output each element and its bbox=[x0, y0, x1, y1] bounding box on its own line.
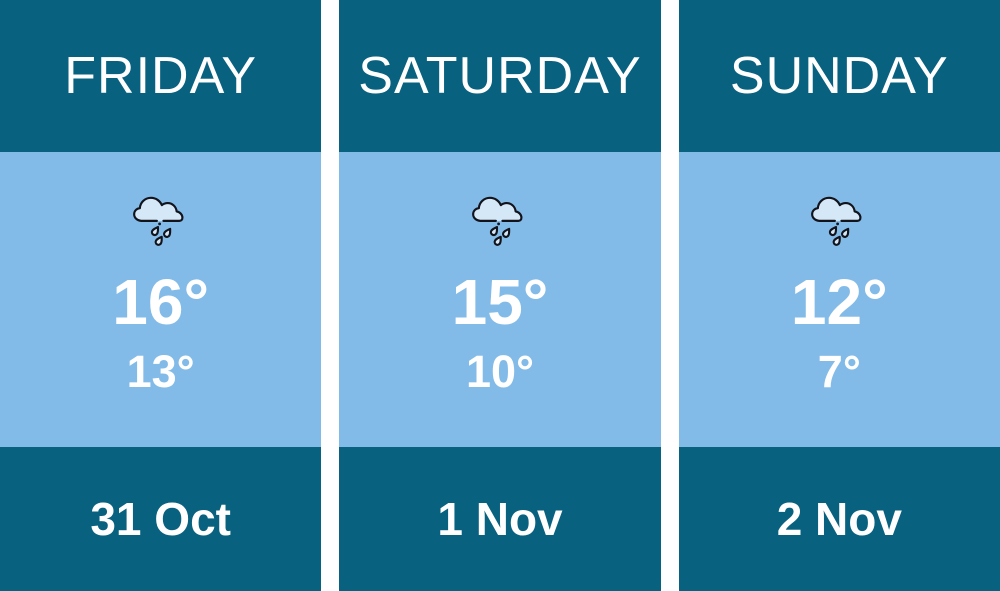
forecast-body: 15° 10° bbox=[339, 152, 661, 447]
day-label: SATURDAY bbox=[358, 47, 642, 105]
day-header: SUNDAY bbox=[678, 0, 1000, 152]
date-footer: 2 Nov bbox=[678, 447, 1000, 591]
forecast-body: 16° 13° bbox=[0, 152, 322, 447]
date-footer: 31 Oct bbox=[0, 447, 322, 591]
rain-cloud-icon bbox=[128, 190, 194, 250]
low-temperature: 10° bbox=[465, 346, 535, 397]
low-temperature: 7° bbox=[817, 346, 861, 397]
date-label: 1 Nov bbox=[437, 493, 563, 545]
day-header: FRIDAY bbox=[0, 0, 322, 152]
day-header: SATURDAY bbox=[339, 0, 661, 152]
forecast-card-sunday: SUNDAY 12° 7° 2 Nov bbox=[678, 0, 1000, 591]
high-temperature: 12° bbox=[790, 266, 888, 338]
forecast-card-friday: FRIDAY 16° 13° 31 Oct bbox=[0, 0, 322, 591]
date-label: 2 Nov bbox=[776, 493, 902, 545]
date-label: 31 Oct bbox=[90, 493, 231, 545]
low-temperature: 13° bbox=[126, 346, 195, 397]
date-footer: 1 Nov bbox=[339, 447, 661, 591]
forecast-body: 12° 7° bbox=[678, 152, 1000, 447]
rain-cloud-icon bbox=[467, 190, 533, 250]
day-label: SUNDAY bbox=[729, 47, 949, 105]
forecast-card-saturday: SATURDAY 15° 10° 1 Nov bbox=[339, 0, 661, 591]
rain-cloud-icon bbox=[806, 190, 872, 250]
day-label: FRIDAY bbox=[64, 47, 258, 105]
high-temperature: 15° bbox=[451, 266, 549, 338]
high-temperature: 16° bbox=[112, 266, 210, 338]
